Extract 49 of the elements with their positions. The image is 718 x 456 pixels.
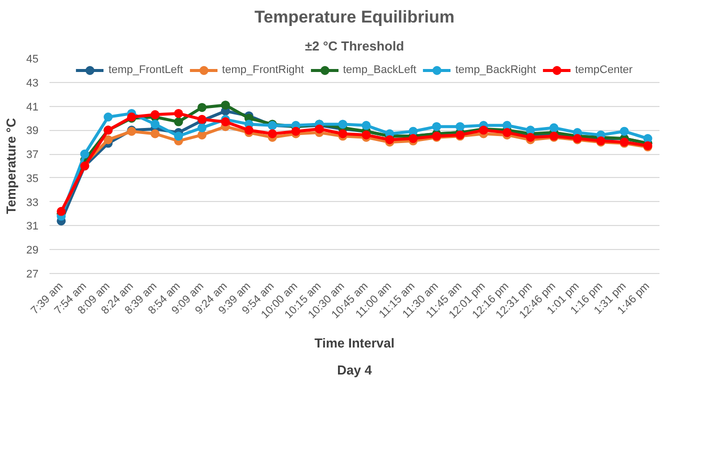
point xyxy=(432,122,442,132)
legend-label: temp_FrontLeft xyxy=(108,64,184,76)
y-tick-label: 43 xyxy=(26,77,39,90)
y-tick-label: 29 xyxy=(26,244,39,257)
y-tick-label: 33 xyxy=(26,196,39,209)
point xyxy=(104,135,113,144)
point xyxy=(150,120,160,129)
point xyxy=(56,206,66,216)
y-tick-label: 31 xyxy=(26,220,39,233)
y-tick-label: 45 xyxy=(26,54,39,66)
y-tick-label: 39 xyxy=(26,125,39,138)
y-tick-label: 27 xyxy=(26,268,39,280)
point xyxy=(620,126,629,136)
point xyxy=(244,126,254,135)
point xyxy=(526,132,535,142)
point xyxy=(549,123,558,132)
point xyxy=(456,122,465,132)
point xyxy=(174,117,184,126)
point xyxy=(198,130,206,140)
point xyxy=(174,132,184,141)
legend-label: tempCenter xyxy=(575,64,633,76)
point xyxy=(150,110,160,120)
point xyxy=(104,112,113,122)
point xyxy=(80,150,90,159)
point xyxy=(338,129,348,138)
chart-title: Temperature Equilibrium xyxy=(254,8,454,26)
legend-label: temp_BackRight xyxy=(455,64,536,76)
point xyxy=(198,102,206,112)
point xyxy=(502,120,512,130)
point xyxy=(291,126,300,136)
point xyxy=(362,120,371,130)
y-axis-title: Temperature °C xyxy=(3,117,18,214)
y-tick-label: 37 xyxy=(26,149,39,162)
point xyxy=(174,108,184,118)
point xyxy=(150,129,160,138)
point xyxy=(220,117,230,126)
chart-subtitle: ±2 °C Threshold xyxy=(304,38,404,54)
x-axis-title: Time Interval Day 4 xyxy=(314,336,394,378)
point xyxy=(362,130,371,140)
legend-label: temp_BackLeft xyxy=(342,64,416,76)
point xyxy=(385,135,394,144)
point xyxy=(314,124,324,134)
point xyxy=(220,100,230,110)
point xyxy=(198,123,206,132)
point xyxy=(338,120,348,129)
point xyxy=(268,129,277,138)
legend-label: temp_FrontRight xyxy=(222,64,304,76)
y-tick-label: 35 xyxy=(26,172,39,185)
y-tick-label: 41 xyxy=(26,101,39,114)
